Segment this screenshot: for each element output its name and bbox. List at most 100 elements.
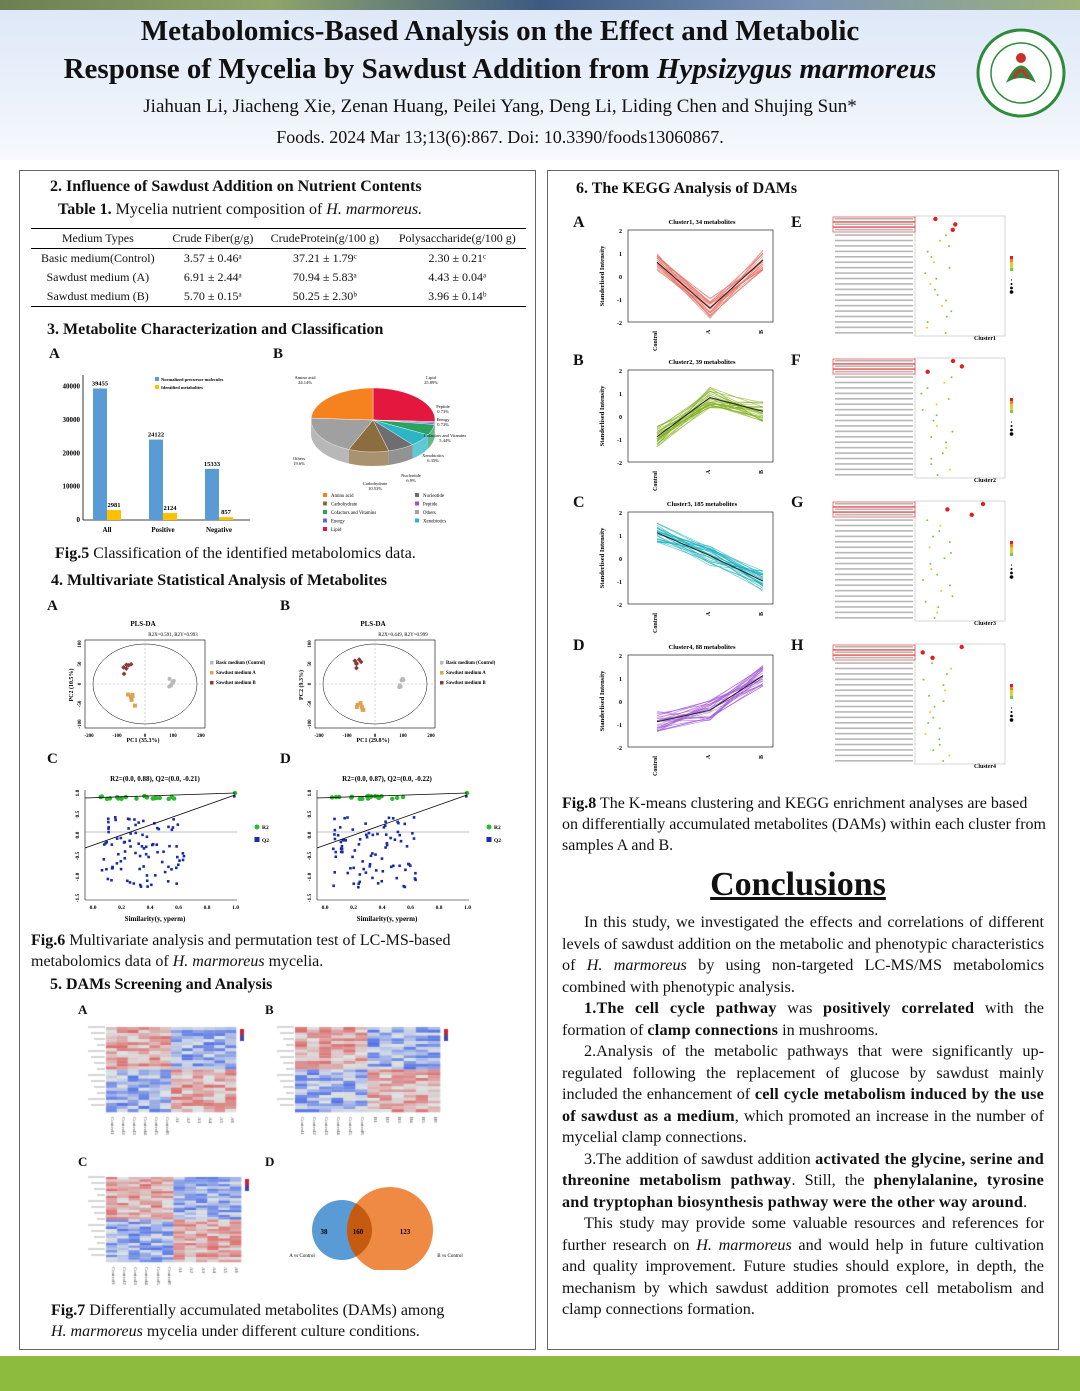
- highlight-box: [832, 506, 916, 513]
- y-tick-label: 0: [78, 682, 83, 685]
- enrichment-point: [944, 332, 947, 334]
- pie-label-name: Nucleotide: [401, 473, 421, 478]
- q2-point: [123, 840, 127, 844]
- highlight-box: [832, 369, 916, 375]
- fig5-label-b: B: [273, 346, 284, 362]
- q2-point: [107, 825, 111, 829]
- pathway-name-bar: [835, 468, 913, 471]
- highlight-box: [832, 227, 916, 233]
- cluster4-xcat-a: A: [706, 754, 712, 759]
- fig8-caption-prefix: Fig.8: [562, 795, 597, 812]
- pathway-name-bar: [835, 283, 913, 285]
- q2-point: [175, 866, 178, 870]
- table-header-cell: Medium Types: [61, 231, 134, 245]
- fig7-label-c: C: [78, 1154, 88, 1169]
- q2-point: [404, 868, 407, 872]
- pathway-name-bar: [835, 381, 913, 384]
- x-tick-label: 0.0: [322, 905, 329, 911]
- citation: Foods. 2024 Mar 13;13(6):867. Doi: 10.33…: [276, 127, 724, 147]
- q2-point: [127, 827, 130, 830]
- enrichment-point: [922, 579, 925, 581]
- enrichment-point: [931, 662, 934, 665]
- enrichment-point: [944, 689, 947, 692]
- enrichment-point: [937, 606, 940, 609]
- q2-point: [134, 851, 137, 855]
- q2-point: [358, 873, 362, 876]
- bar-precursor: [205, 468, 219, 520]
- perm-c-body: 1.0 0.5 0.0 -0.5 -1.0 -1.5 0.0 0.2 0.4 0.6 0.8 1.0 R…: [75, 789, 269, 911]
- q2-point: [144, 845, 148, 849]
- plsda-a-title: PLS-DA: [130, 620, 155, 628]
- pathway-name-bar: [835, 446, 913, 449]
- enrichment-point: [950, 227, 955, 233]
- q2-point: [368, 865, 372, 868]
- q2-point: [140, 845, 144, 848]
- enrichment-point: [943, 557, 946, 560]
- score-point: [360, 707, 365, 712]
- enrichment-point: [948, 754, 951, 757]
- y-tick-label: 0: [619, 275, 622, 281]
- legend-label: Identified metabolites: [161, 385, 203, 390]
- enrichment-point: [953, 222, 958, 227]
- pathway-name-bar: [835, 326, 913, 329]
- legend-size: [1010, 421, 1013, 423]
- r2-point: [134, 796, 139, 801]
- y-tick-label: -50: [78, 700, 83, 707]
- pie-legend-label: Amino acid: [331, 494, 354, 499]
- y-tick-label: -1.0: [307, 872, 313, 881]
- cluster3-ylabel: Standerlised Intensity: [599, 527, 606, 589]
- enrichment-point: [969, 512, 974, 518]
- plot-frame: [914, 357, 1006, 479]
- q2-point: [156, 826, 159, 830]
- legend-swatch: [1010, 259, 1013, 262]
- pathway-name-bar: [835, 541, 913, 543]
- enrichment-point: [932, 535, 935, 538]
- y-tick-label: 1: [619, 677, 622, 683]
- legend-swatch: [1010, 553, 1013, 556]
- pie-legend-swatch: [415, 518, 419, 523]
- legend-q2-label: Q2: [494, 838, 501, 844]
- enrichment-point: [945, 673, 948, 676]
- q2-point: [162, 850, 165, 854]
- pie-label-pct: 0.73%: [437, 409, 449, 414]
- q2-point: [110, 843, 114, 846]
- r2-regression-line: [84, 792, 236, 799]
- score-point: [169, 683, 174, 688]
- pathway-name-bar: [835, 304, 913, 307]
- y-tick-label: 1: [619, 252, 622, 258]
- bar-precursor: [93, 388, 107, 520]
- pathway-name-bar: [835, 662, 913, 664]
- score-point: [398, 684, 403, 689]
- q2-point: [102, 858, 106, 861]
- enrichment-point: [932, 749, 935, 752]
- kegg-bubble-plot-h: Cluster4: [832, 643, 1014, 770]
- fig8-label-a: A: [573, 214, 585, 231]
- enrichment-point: [928, 546, 931, 549]
- q2-point: [339, 840, 343, 844]
- r2-point: [394, 795, 400, 801]
- pie-label-name: Cofactors and Vitamins: [424, 433, 467, 438]
- bar-axes: 0 10000 20000 30000 40000 Normalized precurso…: [63, 375, 250, 524]
- q2-point: [107, 827, 110, 831]
- right-panel: [547, 170, 1059, 1350]
- fig8-label-f: F: [791, 352, 801, 369]
- legend-r2-swatch: [254, 824, 260, 830]
- r2-point: [357, 796, 362, 802]
- q2-point: [176, 823, 180, 826]
- pie-slice-side: [427, 424, 435, 449]
- score-point: [354, 704, 359, 709]
- legend-r2-swatch: [486, 824, 492, 830]
- pie-slice-side: [348, 449, 389, 466]
- legend-size: [1010, 714, 1013, 718]
- bar-data-label: 15333: [204, 461, 221, 468]
- q2-point: [157, 827, 161, 831]
- cluster-line: [656, 400, 764, 434]
- conc-text: with the formation of: [562, 999, 1044, 1039]
- legend-swatch: [1010, 407, 1013, 410]
- fig6-label-d: D: [280, 751, 291, 767]
- enrichment-point: [933, 216, 938, 222]
- y-tick-label: -50: [308, 700, 313, 707]
- enrichment-point: [921, 408, 924, 411]
- plot-frame: [627, 511, 774, 605]
